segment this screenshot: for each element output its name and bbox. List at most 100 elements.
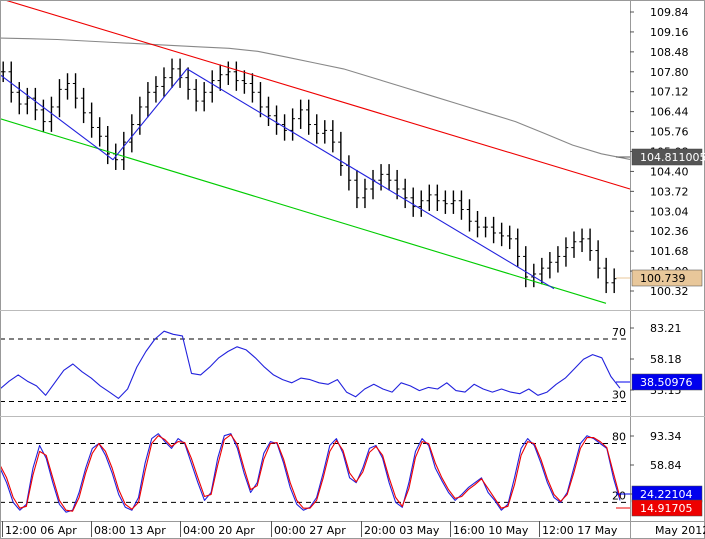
price-bar — [324, 120, 326, 144]
price-bar — [549, 252, 551, 279]
price-bar — [500, 222, 503, 247]
x-tick-label: 16:00 10 May — [453, 524, 529, 537]
value-tag-label: 14.91705 — [640, 502, 693, 515]
y-tick-label: 109.84 — [650, 6, 689, 19]
price-bar — [444, 190, 447, 214]
price-panel — [0, 0, 631, 304]
price-bar — [420, 190, 422, 217]
y-tick-label: 107.80 — [650, 66, 689, 79]
price-bar — [525, 246, 527, 288]
price-bar — [613, 268, 615, 294]
price-bar — [597, 240, 599, 279]
price-bar — [179, 58, 181, 88]
level-label: 80 — [612, 431, 626, 444]
price-bar — [58, 79, 61, 118]
price-bar — [195, 79, 197, 112]
price-bar — [74, 73, 77, 109]
price-bar — [90, 102, 93, 138]
price-bar — [476, 210, 479, 238]
y-tick-label: 93.34 — [650, 430, 682, 443]
value-tag-label: 38.50976 — [640, 376, 693, 389]
price-bar — [308, 99, 310, 135]
price-bar — [517, 228, 519, 267]
y-tick-label: 58.84 — [650, 459, 682, 472]
price-bar — [396, 169, 398, 200]
price-bar — [243, 70, 246, 94]
price-bar — [131, 114, 133, 153]
price-bar — [107, 126, 109, 165]
price-bar — [605, 257, 607, 294]
price-bar — [155, 76, 157, 103]
price-bar — [316, 114, 318, 144]
price-bar — [267, 96, 270, 127]
price-bar — [380, 164, 382, 191]
price-bar — [123, 131, 125, 170]
price-bar — [98, 117, 101, 147]
price-bar — [211, 70, 213, 103]
series-line — [0, 433, 621, 513]
y-tick-label: 104.40 — [650, 165, 689, 178]
time-axis: 12:00 06 Apr 08:00 13 Apr 04:00 20 Apr 00:0… — [2, 521, 705, 537]
price-bar — [404, 178, 406, 209]
price-bar — [541, 257, 543, 285]
price-bar — [348, 155, 350, 191]
price-bar — [340, 131, 342, 176]
value-tag-label: 24.22104 — [640, 488, 693, 501]
price-bar — [428, 184, 430, 211]
y-tick-label: 103.04 — [650, 205, 689, 218]
price-bar — [147, 82, 149, 118]
price-bar — [356, 169, 358, 209]
price-bar — [187, 67, 189, 100]
value-tag-label: 104.811005 — [640, 151, 705, 164]
y-tick-label: 83.21 — [650, 322, 682, 335]
y-tick-label: 102.36 — [650, 225, 689, 238]
price-bar — [139, 96, 141, 135]
series-line — [0, 118, 607, 304]
price-bar — [412, 187, 414, 217]
price-bar — [581, 228, 583, 253]
price-bar — [203, 82, 205, 112]
price-bar — [275, 105, 278, 135]
price-bar — [34, 87, 37, 121]
y-tick-label: 109.16 — [650, 26, 689, 39]
price-bar — [171, 58, 173, 88]
price-bar — [251, 73, 254, 103]
price-bar — [460, 190, 463, 220]
price-bar — [299, 99, 302, 129]
y-tick-label: 101.68 — [650, 245, 689, 258]
price-bar — [573, 231, 575, 258]
x-tick-label: 20:00 03 May — [364, 524, 440, 537]
price-bar — [163, 67, 165, 97]
value-tag — [631, 269, 703, 287]
x-tick-label: 08:00 13 Apr — [94, 524, 166, 537]
price-bar — [26, 87, 29, 115]
price-bar — [227, 61, 230, 85]
value-tag — [631, 373, 703, 391]
level-label: 70 — [612, 326, 626, 339]
y-tick-label: 107.12 — [650, 86, 689, 99]
series-line — [0, 68, 555, 290]
price-bar — [589, 228, 591, 261]
price-bar — [508, 225, 511, 250]
y-tick-label: 103.72 — [650, 185, 689, 198]
y-tick-label: 108.48 — [650, 46, 689, 59]
price-bar — [565, 237, 567, 267]
price-bar — [492, 216, 495, 244]
price-bar — [452, 190, 455, 214]
price-bar — [388, 164, 390, 191]
price-bar — [50, 96, 53, 132]
price-bar — [468, 199, 471, 232]
price-bar — [259, 82, 262, 118]
level-label: 30 — [612, 389, 626, 402]
x-tick-label: May 2012 — [655, 524, 705, 537]
price-bar — [10, 61, 12, 103]
x-tick-label: 04:00 20 Apr — [183, 524, 255, 537]
rsi-panel: 70 30 — [0, 326, 630, 402]
price-bar — [82, 87, 85, 124]
series-line — [0, 37, 631, 160]
value-tag — [631, 499, 703, 517]
value-tag — [631, 148, 703, 166]
